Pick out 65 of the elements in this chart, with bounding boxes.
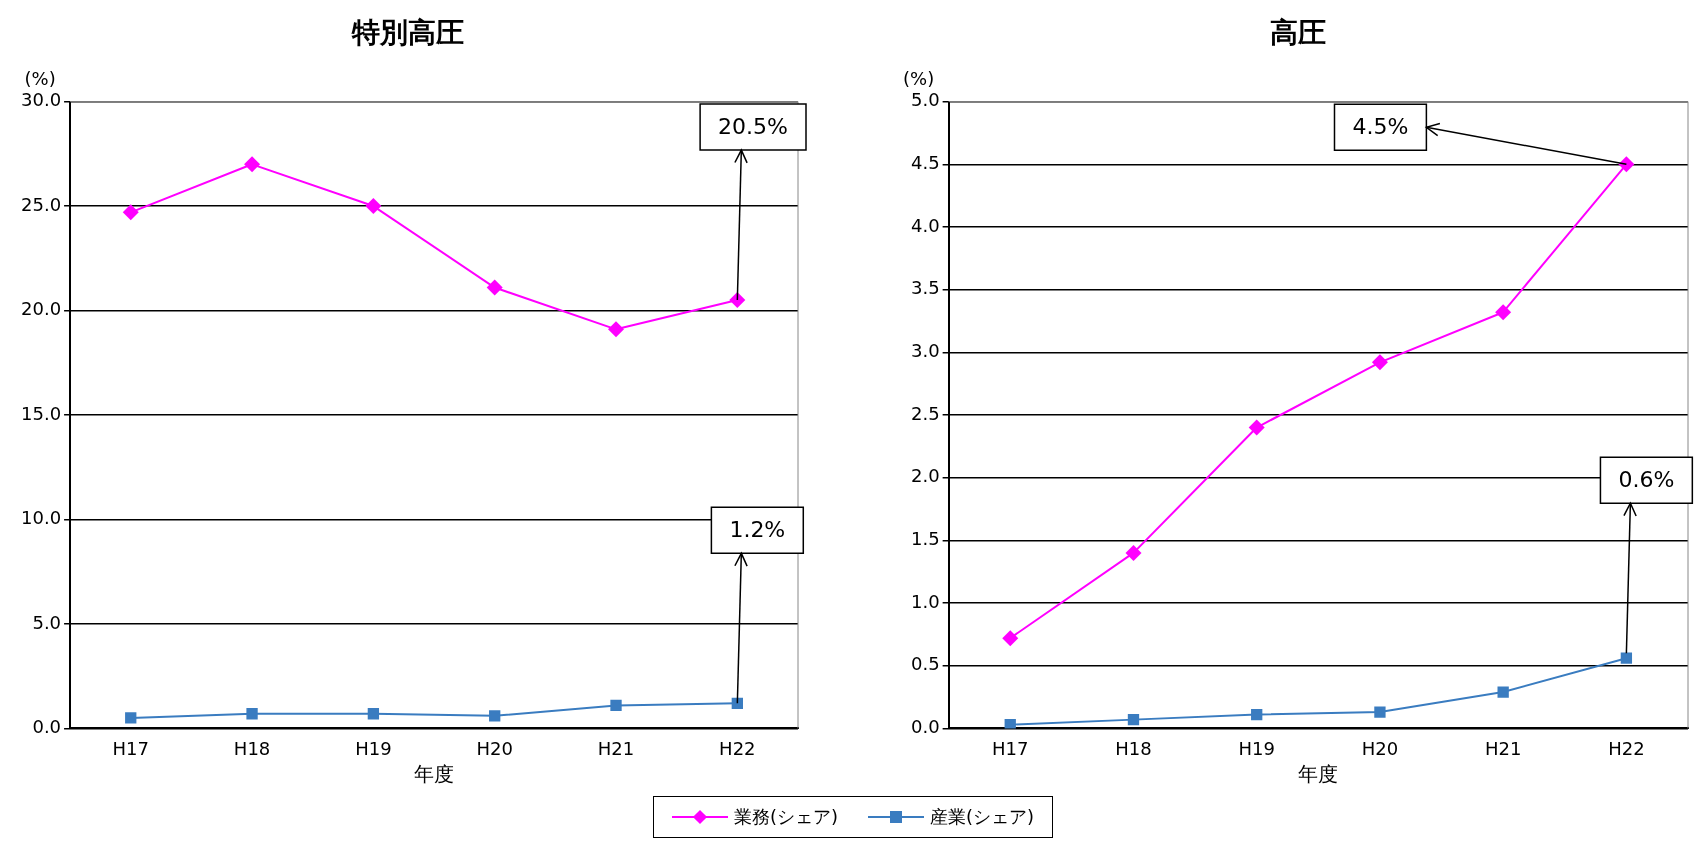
point [1497,686,1509,698]
x-tick-label: H22 [719,737,756,759]
y-tick-label: 5.0 [32,611,62,633]
legend-label: 業務(シェア) [733,805,838,829]
y-tick-label: 3.5 [910,277,940,299]
annotation: 0.6% [1618,466,1675,492]
point [1251,708,1263,721]
annotation: 1.2% [729,517,786,543]
x-tick-label: H20 [476,737,513,759]
y-tick-label: 1.0 [910,590,940,612]
chart-title: 高圧 [1270,16,1326,50]
y-tick-label: 4.5 [910,151,940,173]
y-tick-label: 10.0 [21,507,62,529]
point [1125,544,1142,561]
x-tick-label: H19 [355,737,392,759]
y-axis-title: (%) [24,68,56,90]
y-tick-label: 25.0 [21,193,62,215]
point [1495,304,1512,321]
point [125,712,137,724]
point [608,321,625,338]
point [1248,419,1265,436]
point [246,708,258,720]
y-axis-title: (%) [903,68,935,90]
x-tick-label: H21 [597,737,635,759]
x-tick-label: H18 [233,737,271,759]
legend-label: 産業(シェア) [930,805,1035,829]
annotation: 20.5% [718,113,788,139]
y-tick-label: 30.0 [21,89,62,111]
point [244,156,261,173]
y-tick-label: 0.5 [910,653,940,675]
point [1002,630,1019,647]
x-tick-label: H17 [112,737,149,759]
y-tick-label: 2.5 [910,402,940,424]
y-tick-label: 20.0 [21,298,62,320]
point [122,204,139,221]
y-tick-label: 3.0 [910,339,940,361]
point [729,292,746,309]
y-tick-label: 0.0 [910,716,940,738]
x-tick-label: H19 [1238,737,1275,759]
x-tick-label: H21 [1484,737,1522,759]
point [1620,652,1633,664]
point [365,198,382,215]
x-tick-label: H22 [1608,737,1645,759]
x-tick-label: H20 [1361,737,1399,759]
y-tick-label: 4.0 [910,214,940,236]
point [1371,354,1388,371]
y-tick-label: 15.0 [21,402,62,424]
point [731,697,743,709]
annotation: 4.5% [1352,114,1409,139]
y-tick-label: 5.0 [910,89,940,111]
x-axis-title: 年度 [414,762,455,787]
point [1127,713,1140,726]
point [610,699,622,712]
x-axis-title: 年度 [1298,762,1339,787]
point [1374,706,1386,718]
x-tick-label: H18 [1115,737,1152,759]
x-tick-label: H17 [992,737,1029,759]
point [1004,718,1016,729]
y-tick-label: 0.0 [32,716,62,738]
point [489,710,501,722]
y-tick-label: 1.5 [910,528,940,550]
y-tick-label: 2.0 [910,465,940,487]
point [367,708,380,720]
point [486,279,503,296]
chart-title: 特別高圧 [351,16,464,50]
